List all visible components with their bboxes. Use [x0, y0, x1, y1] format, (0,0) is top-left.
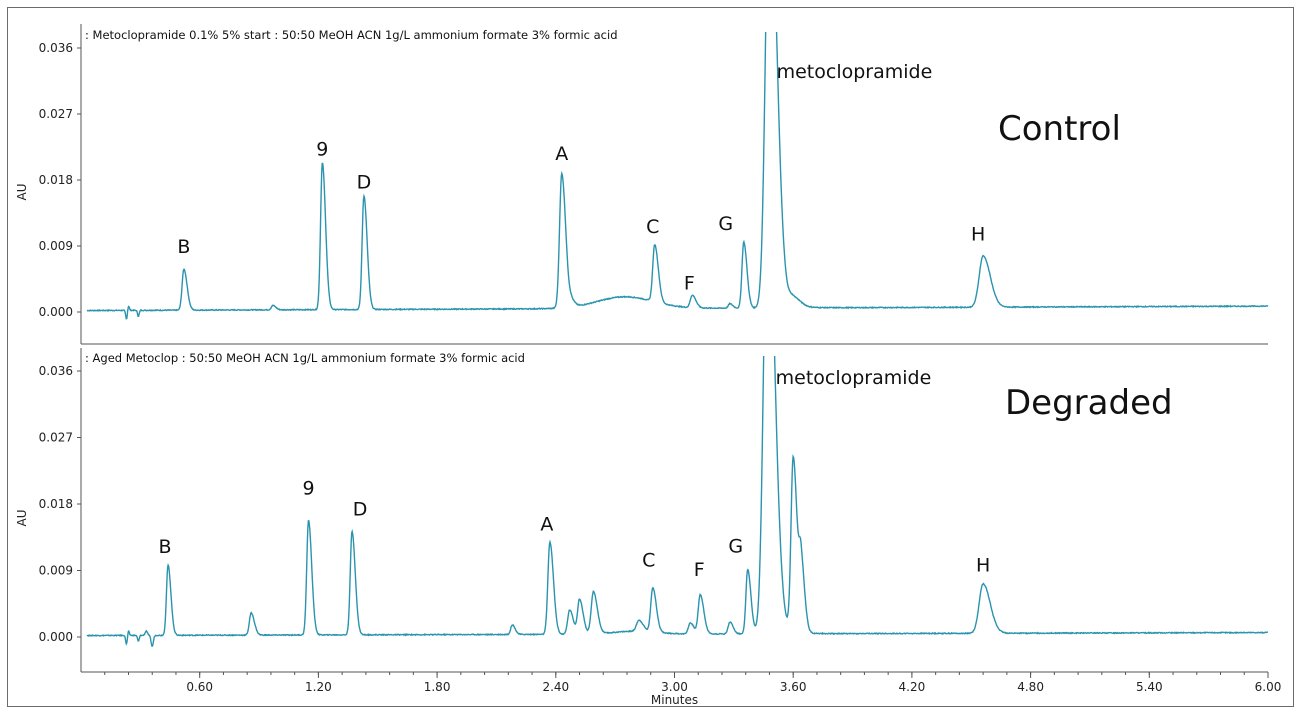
y-tick-label: 0.018	[39, 173, 73, 187]
peak-label: C	[646, 216, 659, 238]
peak-label: D	[353, 499, 368, 521]
x-tick-label: 1.20	[305, 680, 332, 694]
x-tick-label: 3.00	[661, 680, 688, 694]
run-title: : Metoclopramide 0.1% 5% start : 50:50 M…	[85, 28, 618, 42]
peak-label: H	[971, 224, 985, 246]
panel-annotation: Degraded	[1005, 383, 1173, 423]
peak-label: B	[159, 536, 172, 558]
peak-label: A	[540, 514, 553, 536]
peak-label: metoclopramide	[777, 61, 933, 83]
peak-label: C	[642, 550, 655, 572]
y-tick-label: 0.000	[39, 630, 73, 644]
chromatogram-figure: 0.000 0.009 0.018 0.027 0.036 AU : Metoclopram…	[7, 7, 1294, 707]
x-tick-label: 5.40	[1136, 680, 1163, 694]
y-axis-title: AU	[15, 184, 29, 201]
peak-label: A	[555, 143, 568, 165]
x-tick-label: 2.40	[542, 680, 569, 694]
y-tick-label: 0.027	[39, 431, 73, 445]
x-tick-label: 1.80	[424, 680, 451, 694]
x-tick-label: 4.80	[1017, 680, 1044, 694]
peak-label: 9	[302, 477, 314, 499]
chromatogram-svg: 0.000 0.009 0.018 0.027 0.036 AU : Metoclopram…	[15, 24, 1282, 707]
peak-label: F	[684, 273, 695, 295]
peak-label: 9	[316, 138, 328, 160]
y-tick-label: 0.036	[39, 364, 73, 378]
y-axis-title: AU	[15, 510, 29, 527]
peak-label: H	[976, 554, 990, 576]
run-title: : Aged Metoclop : 50:50 MeOH ACN 1g/L am…	[85, 351, 525, 365]
x-axis-title: Minutes	[651, 693, 698, 707]
peak-label: D	[357, 171, 372, 193]
peak-label: metoclopramide	[776, 367, 932, 389]
y-tick-label: 0.018	[39, 497, 73, 511]
peak-label: G	[728, 536, 743, 558]
peak-label: F	[694, 559, 705, 581]
chromatogram-trace	[86, 32, 1269, 320]
peak-label: B	[177, 236, 190, 258]
peak-label: G	[718, 213, 733, 235]
x-tick-label: 6.00	[1255, 680, 1282, 694]
y-tick-label: 0.009	[39, 239, 73, 253]
y-tick-label: 0.027	[39, 107, 73, 121]
x-tick-label: 0.60	[186, 680, 213, 694]
y-tick-label: 0.009	[39, 564, 73, 578]
panel-annotation: Control	[998, 109, 1121, 149]
x-tick-label: 3.60	[780, 680, 807, 694]
y-tick-label: 0.000	[39, 305, 73, 319]
y-tick-label: 0.036	[39, 41, 73, 55]
chromatogram-trace	[86, 356, 1269, 647]
x-tick-label: 4.20	[899, 680, 926, 694]
